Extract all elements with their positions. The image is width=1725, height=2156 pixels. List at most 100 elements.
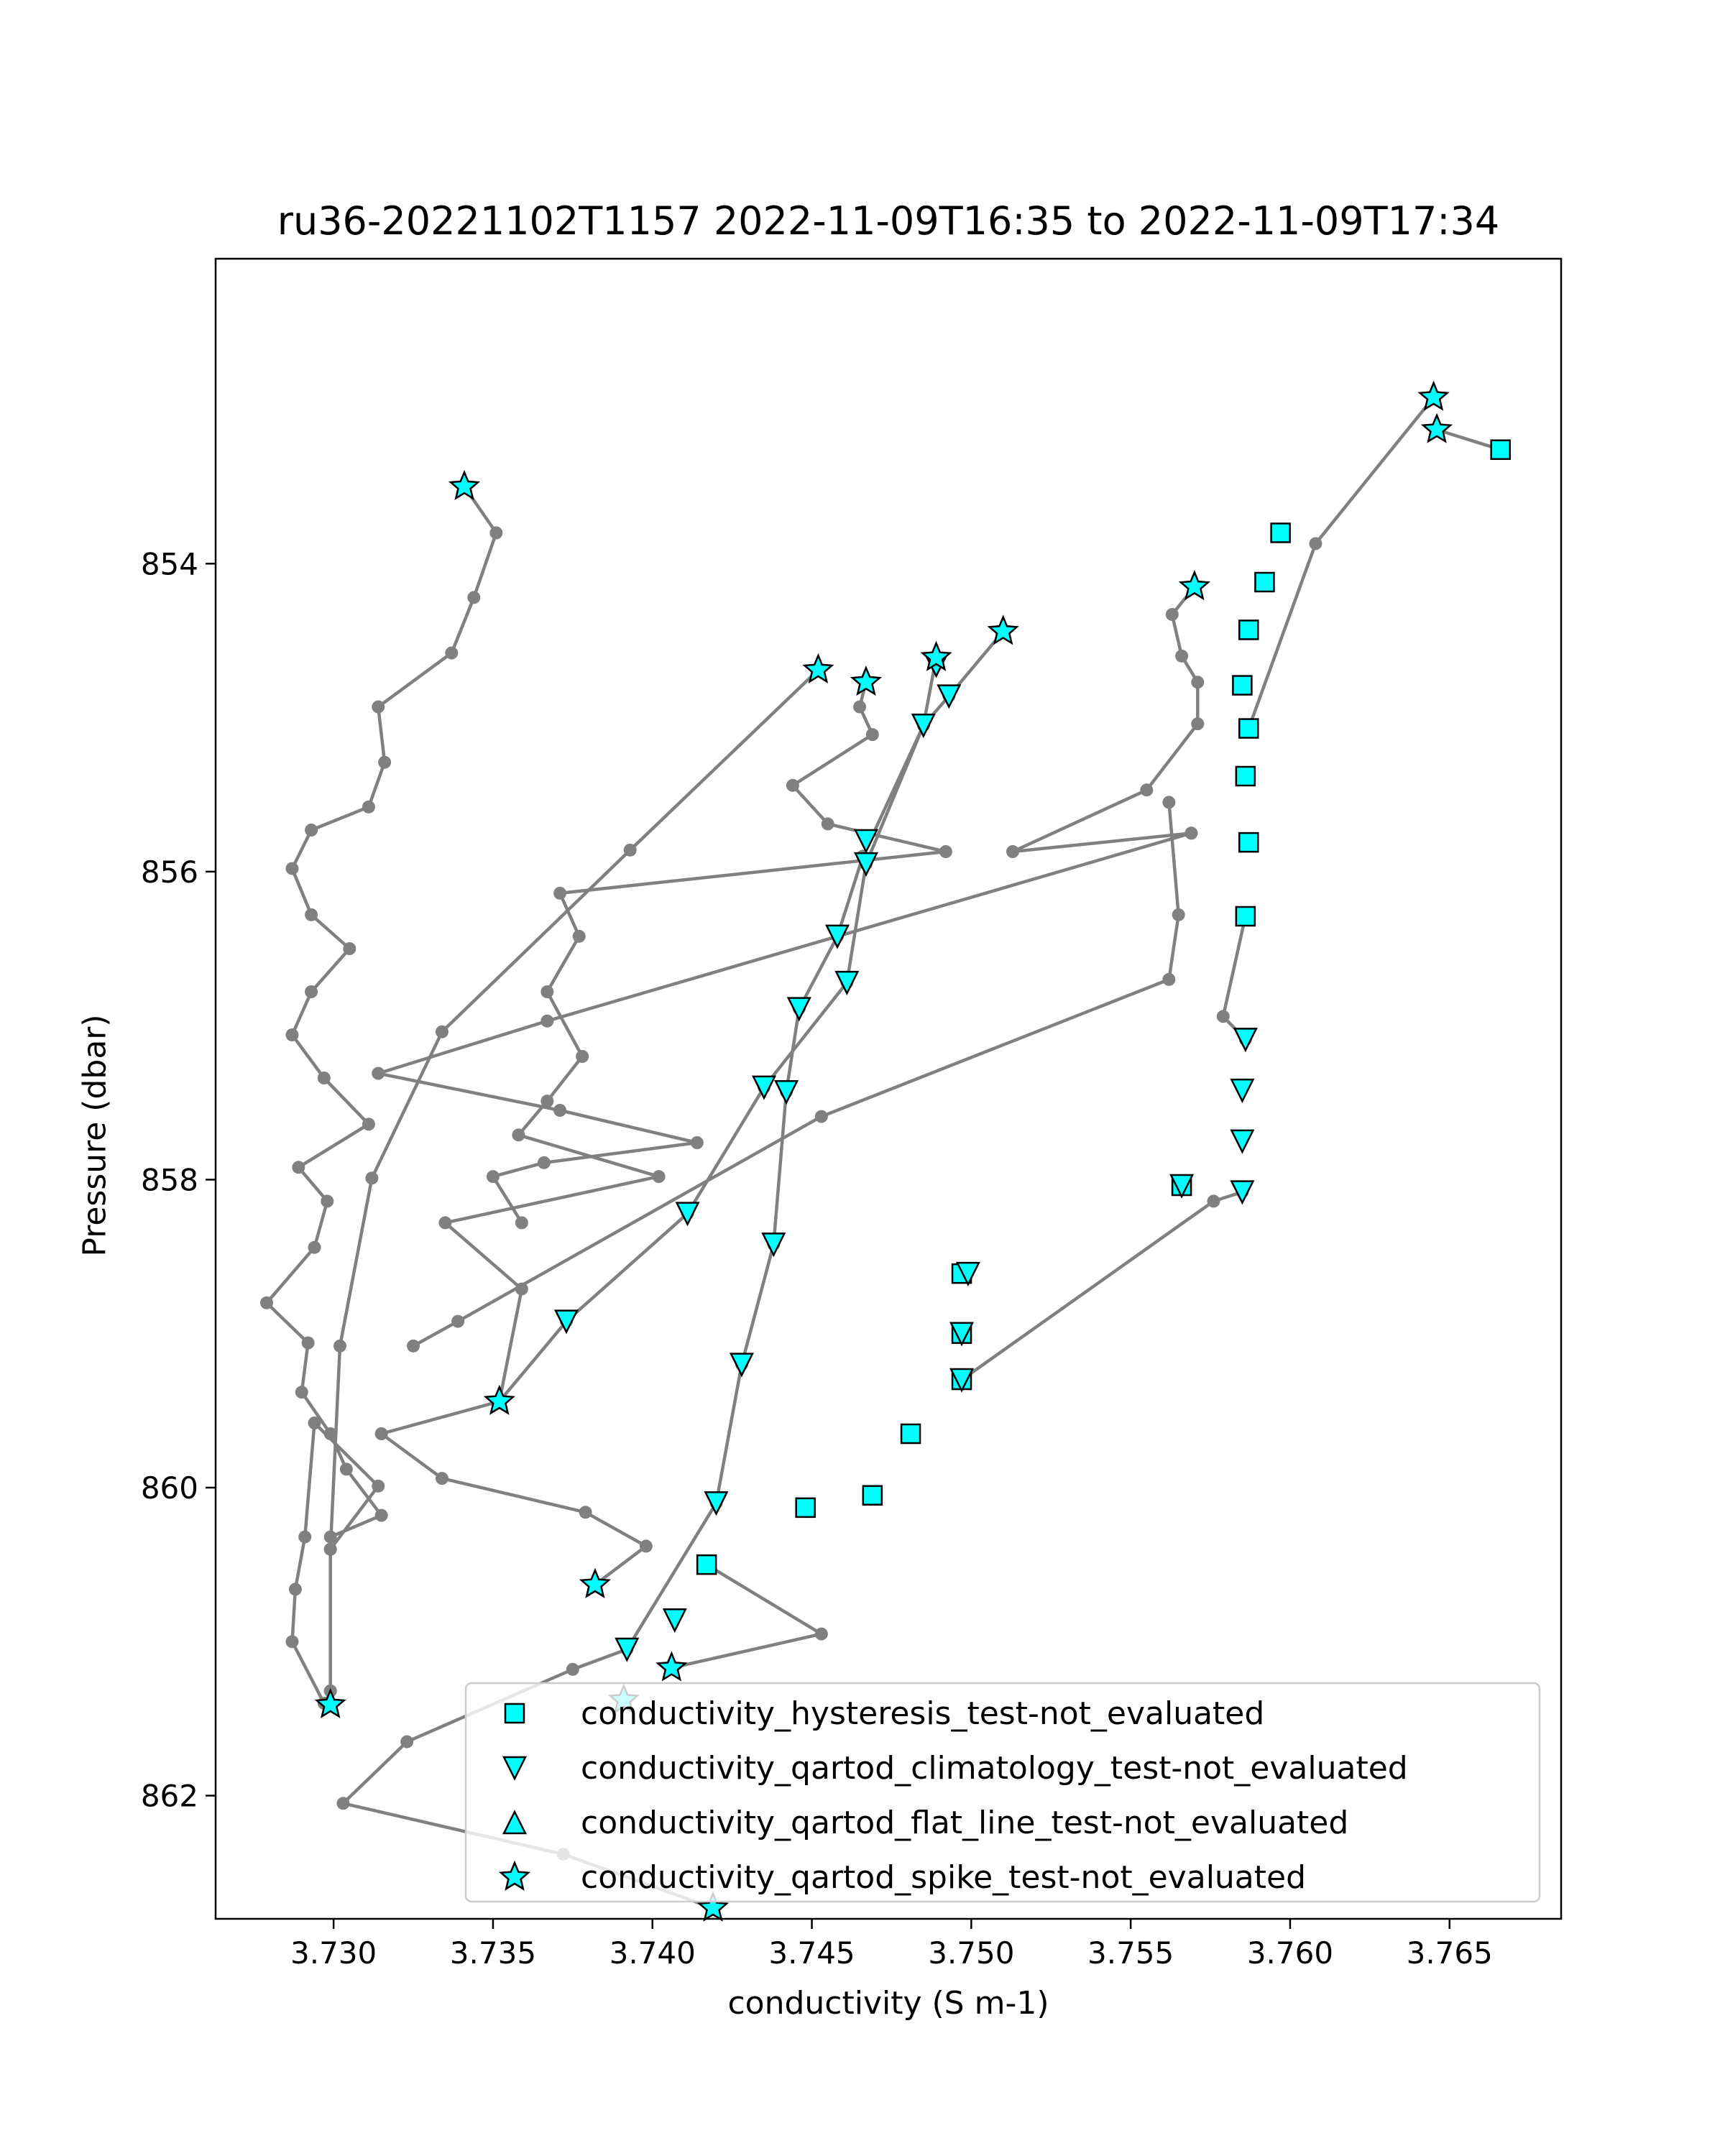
profile-point [343,942,356,955]
profile-line-4 [443,681,948,1402]
marker-square [900,1423,921,1445]
profile-point [814,1627,828,1641]
legend-label: conductivity_hysteresis_test-not_evaluat… [581,1695,1264,1732]
profile-point [1216,1010,1230,1023]
profile-point [486,1170,500,1184]
marker-star [1420,413,1453,443]
marker-triangle-down [786,997,811,1022]
profile-point [566,1662,579,1676]
marker-square [1490,439,1511,460]
profile-line-10 [671,1563,824,1669]
profile-point [407,1339,420,1353]
legend-marker-square [504,1703,525,1724]
x-tick-label: 3.745 [768,1935,855,1971]
profile-point [1191,676,1205,689]
profile-point [445,646,459,660]
marker-triangle-down [853,852,878,877]
profile-line-2 [328,668,819,1549]
profile-point [305,824,318,837]
profile-point [308,1240,321,1254]
profile-point [323,1530,337,1544]
marker-triangle-down [553,1309,579,1335]
profile-point [467,591,481,604]
profile-point [372,700,385,714]
profile-point [515,1216,528,1230]
profile-point [288,1583,302,1596]
profile-point [365,1171,379,1185]
profile-point [1165,608,1179,621]
marker-triangle-down [761,1233,786,1258]
marker-triangle-down [955,1261,980,1286]
profile-point [814,1110,828,1123]
x-axis-label: conductivity (S m-1) [727,1985,1049,2022]
profile-point [362,800,375,814]
profile-point [1309,537,1322,550]
marker-triangle-down [949,1322,975,1347]
marker-triangle-down [662,1608,687,1634]
profile-point [259,1296,273,1309]
profile-point [553,886,567,900]
marker-triangle-down [1230,1078,1255,1103]
profile-point [321,1194,334,1208]
marker-triangle-down [1230,1129,1255,1154]
marker-square [696,1554,717,1575]
profile-point [786,778,799,792]
profile-point [623,843,637,857]
y-tick-label: 856 [141,854,198,890]
profile-point [639,1539,653,1553]
profile-point [1172,908,1185,921]
profile-point [323,1427,337,1440]
legend-label: conductivity_qartod_climatology_test-not… [581,1750,1408,1787]
x-tick-label: 3.750 [928,1935,1014,1971]
x-tick-label: 3.755 [1087,1935,1174,1971]
marker-star [448,469,481,500]
x-tick-label: 3.760 [1247,1935,1333,1971]
profile-point [1207,1194,1220,1208]
profile-point [435,1025,448,1038]
profile-point [865,728,879,742]
x-tick-label: 3.735 [450,1935,536,1971]
profile-point [285,1635,299,1649]
profile-point [336,1797,350,1810]
marker-star [987,614,1019,645]
profile-point [305,985,318,998]
marker-square [1235,765,1256,787]
profile-point [537,1156,551,1169]
profile-point [512,1128,525,1142]
profile-point [853,700,867,714]
marker-triangle-down [911,714,936,739]
profile-point [400,1735,414,1749]
profile-point [540,1095,554,1108]
legend-marker-triangle-up [502,1810,528,1835]
marker-triangle-down [774,1080,799,1105]
profile-point [489,526,503,540]
profile-line-3 [341,630,1005,1910]
marker-square [795,1497,816,1519]
marker-square [862,1485,883,1506]
marker-star [1178,570,1210,601]
profile-line-11 [412,802,1180,1348]
legend-label: conductivity_qartod_flat_line_test-not_e… [581,1805,1348,1841]
marker-triangle-down [825,924,850,949]
profile-point [1162,796,1176,809]
marker-square [1254,571,1275,593]
marker-star [696,1891,730,1922]
profile-point [1175,649,1189,663]
profile-point [372,1479,385,1493]
marker-triangle-down [937,684,962,709]
profile-point [295,1386,308,1399]
legend-marker-triangle-down [502,1756,528,1781]
profile-point [372,1067,385,1080]
profile-point [579,1506,592,1519]
profile-point [305,908,318,921]
profile-point [362,1118,375,1131]
profile-point [553,1104,567,1117]
marker-triangle-down [853,829,878,854]
marker-square [1238,831,1259,853]
marker-star [920,640,952,671]
profile-point [323,1542,337,1556]
y-tick-label: 858 [141,1162,198,1197]
profile-point [334,1339,347,1353]
marker-star [483,1384,515,1415]
profile-point [435,1472,448,1485]
